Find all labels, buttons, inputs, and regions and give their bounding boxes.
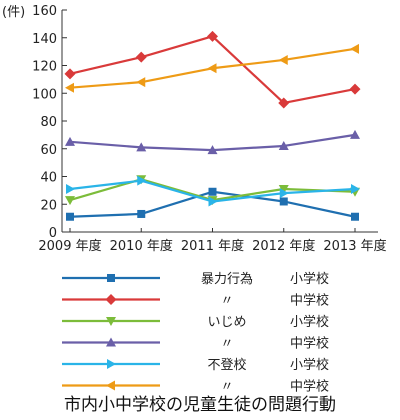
legend-entry-5: 不登校 小学校: [62, 357, 329, 373]
legend-school-label: 小学校: [290, 271, 329, 287]
data-point: [278, 54, 288, 65]
y-tick-label: 0: [49, 226, 57, 241]
data-point: [351, 183, 360, 194]
legend-school-label: 中学校: [290, 336, 329, 352]
data-point: [278, 184, 289, 194]
data-point: [207, 63, 217, 74]
data-point: [278, 97, 290, 109]
legend-school-label: 小学校: [290, 357, 329, 373]
data-point: [64, 68, 76, 80]
data-point: [107, 359, 116, 369]
x-tick-label: 2011 年度: [181, 238, 244, 254]
legend-school-label: 小学校: [290, 314, 329, 330]
y-axis-ticks: 0 20 40 60 80 100 120 140 160: [32, 4, 67, 241]
data-point: [207, 145, 218, 155]
y-tick-label: 20: [40, 198, 57, 213]
data-point: [66, 183, 75, 194]
y-tick-label: 100: [32, 87, 57, 102]
x-tick-label: 2010 年度: [110, 238, 173, 254]
data-point: [66, 212, 74, 221]
x-tick-label: 2009 年度: [38, 238, 101, 254]
data-point: [65, 196, 75, 206]
series-5: [66, 175, 360, 207]
x-axis-ticks: 2009 年度 2010 年度 2011 年度 2012 年度 2013 年度: [38, 228, 387, 254]
y-tick-label: 40: [40, 171, 57, 186]
legend-category-label: 〃: [220, 294, 233, 309]
data-point: [106, 317, 116, 326]
data-point: [279, 188, 289, 199]
legend-school-label: 中学校: [290, 379, 329, 395]
data-point: [65, 82, 74, 93]
legend-category-label: いじめ: [207, 315, 246, 330]
legend-category-label: 暴力行為: [201, 271, 253, 287]
axes: [61, 10, 378, 233]
y-tick-label: 80: [40, 115, 57, 130]
legend-entry-6: 〃 中学校: [62, 379, 329, 395]
legend-entry-2: 〃 中学校: [62, 293, 329, 309]
chart-title: 市内小中学校の児童生徒の問題行動: [64, 395, 336, 415]
series-6: [65, 43, 359, 93]
series-2: [64, 30, 361, 109]
data-point: [208, 187, 217, 196]
y-tick-label: 160: [32, 4, 57, 19]
x-tick-label: 2013 年度: [323, 238, 386, 254]
y-tick-label: 60: [40, 143, 57, 158]
series-layer: [64, 30, 361, 221]
data-point: [279, 197, 288, 206]
legend-entry-3: いじめ 小学校: [62, 314, 329, 330]
legend-category-label: 不登校: [207, 357, 246, 373]
legend-category-label: 〃: [220, 337, 233, 352]
data-point: [207, 30, 218, 42]
legend-school-label: 中学校: [290, 293, 329, 309]
data-point: [351, 212, 359, 221]
data-point: [137, 175, 147, 186]
data-point: [135, 51, 147, 63]
y-tick-label: 120: [32, 60, 57, 75]
y-tick-label: 140: [32, 32, 57, 47]
series-1: [66, 187, 359, 221]
data-point: [208, 196, 218, 207]
data-point: [278, 140, 289, 150]
x-tick-label: 2012 年度: [252, 238, 315, 254]
series-4: [65, 129, 360, 155]
data-point: [106, 380, 115, 391]
legend-entry-1: 暴力行為 小学校: [62, 271, 329, 287]
data-point: [136, 142, 147, 152]
data-point: [137, 209, 146, 218]
data-point: [136, 77, 146, 88]
data-point: [350, 43, 359, 54]
y-axis-unit-label: (件): [2, 5, 25, 20]
data-point: [65, 136, 75, 146]
data-point: [350, 129, 360, 139]
data-point: [106, 337, 116, 347]
data-point: [107, 274, 115, 282]
legend-category-label: 〃: [220, 380, 233, 395]
data-point: [105, 294, 117, 305]
data-point: [349, 83, 361, 95]
legend-entry-4: 〃 中学校: [62, 336, 329, 352]
